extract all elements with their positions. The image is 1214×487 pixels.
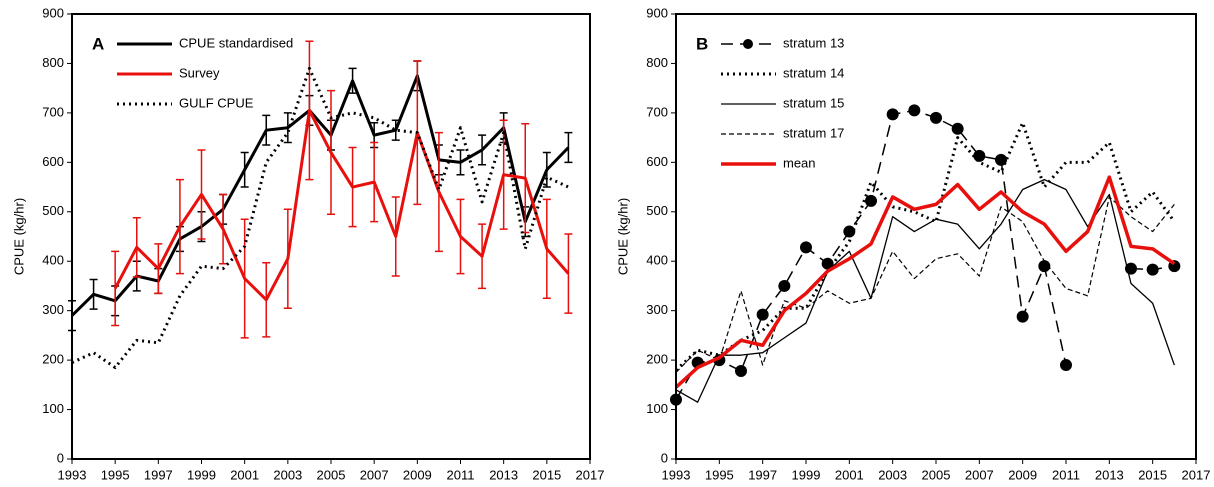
series-line (71, 66, 570, 370)
y-tick-label: 400 (42, 253, 64, 268)
marker (1146, 263, 1159, 276)
y-tick-label: 300 (42, 302, 64, 317)
x-tick-label: 1995 (705, 467, 734, 482)
legend-label: CPUE standardised (179, 35, 293, 50)
y-tick-label: 800 (42, 55, 64, 70)
x-tick-label: 1993 (58, 467, 87, 482)
x-tick-label: 2011 (447, 467, 475, 482)
x-tick-label: 2015 (1138, 467, 1167, 482)
marker (735, 364, 747, 377)
y-tick-label: 300 (646, 302, 668, 317)
y-tick-label: 500 (42, 203, 64, 218)
y-tick-label: 0 (661, 450, 668, 465)
marker (1016, 310, 1029, 323)
series-line (674, 121, 1176, 372)
marker (1060, 359, 1072, 372)
error-bar (564, 131, 573, 164)
series-line (675, 178, 1175, 403)
marker (973, 149, 986, 162)
y-tick-label: 900 (646, 5, 668, 20)
x-tick-label: 1999 (792, 467, 821, 482)
series-line (70, 74, 570, 317)
x-tick-label: 2007 (360, 467, 389, 482)
series-line (675, 109, 1067, 401)
marker (908, 104, 921, 117)
legend-label: stratum 14 (783, 65, 844, 80)
x-tick-label: 2015 (532, 467, 561, 482)
x-tick-label: 1997 (748, 467, 777, 482)
legend-label: stratum 13 (783, 35, 844, 50)
marker (778, 279, 791, 292)
marker (843, 225, 856, 238)
y-tick-label: 400 (646, 253, 668, 268)
x-tick-label: 2009 (403, 467, 432, 482)
marker (1038, 260, 1051, 273)
marker (865, 194, 877, 207)
legend-label: stratum 17 (783, 125, 844, 140)
panel-label: B (696, 34, 708, 53)
y-tick-label: 100 (646, 401, 668, 416)
y-axis-label: CPUE (kg/hr) (615, 198, 630, 275)
plot-frame (71, 13, 591, 460)
legend-label: Survey (179, 65, 220, 80)
x-tick-label: 1995 (101, 467, 130, 482)
marker (951, 122, 964, 135)
x-tick-label: 1999 (187, 467, 216, 482)
x-tick-label: 2005 (317, 467, 346, 482)
marker (821, 257, 834, 270)
y-tick-label: 200 (42, 352, 64, 367)
y-tick-label: 100 (42, 401, 64, 416)
x-tick-label: 2001 (835, 467, 864, 482)
legend-label: GULF CPUE (179, 95, 254, 110)
marker (886, 108, 899, 121)
y-tick-label: 700 (646, 104, 668, 119)
series-line (113, 108, 570, 302)
y-tick-label: 700 (42, 104, 64, 119)
error-bar (564, 233, 573, 314)
x-tick-label: 2011 (1052, 467, 1080, 482)
x-tick-label: 2013 (1095, 467, 1124, 482)
y-tick-label: 500 (646, 203, 668, 218)
plot-frame (675, 13, 1197, 460)
x-tick-label: 2013 (489, 467, 518, 482)
series-line (674, 175, 1176, 389)
marker (756, 308, 769, 321)
y-tick-label: 900 (42, 5, 64, 20)
x-tick-label: 2017 (576, 467, 605, 482)
marker (930, 111, 942, 124)
y-tick-label: 0 (57, 450, 64, 465)
y-tick-label: 800 (646, 55, 668, 70)
marker (800, 241, 812, 254)
x-tick-label: 1997 (144, 467, 173, 482)
y-tick-label: 600 (646, 154, 668, 169)
x-tick-label: 2007 (965, 467, 994, 482)
y-axis-label: CPUE (kg/hr) (11, 198, 26, 275)
x-tick-label: 1993 (662, 467, 691, 482)
legend-marker (743, 39, 753, 49)
panel-label: A (92, 34, 104, 53)
legend-label: mean (783, 155, 816, 170)
x-tick-label: 2003 (878, 467, 907, 482)
x-tick-label: 2003 (273, 467, 302, 482)
x-tick-label: 2005 (922, 467, 951, 482)
legend-label: stratum 15 (783, 95, 844, 110)
x-tick-label: 2001 (230, 467, 259, 482)
y-tick-label: 600 (42, 154, 64, 169)
x-tick-label: 2009 (1008, 467, 1037, 482)
y-tick-label: 200 (646, 352, 668, 367)
x-tick-label: 2017 (1182, 467, 1211, 482)
